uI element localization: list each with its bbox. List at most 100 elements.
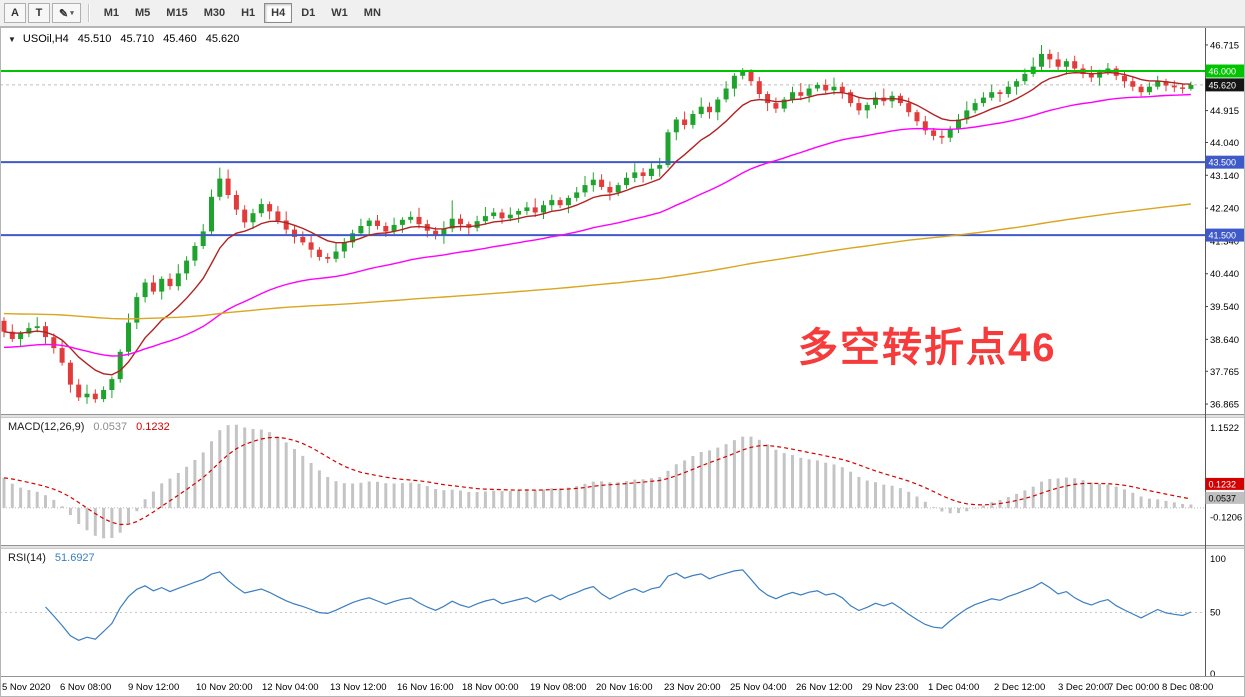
timeframe-mn-button[interactable]: MN	[357, 3, 388, 23]
symbol-info: ▼ USOil,H4 45.510 45.710 45.460 45.620	[8, 33, 239, 45]
candle	[673, 117, 679, 141]
rsi-label: RSI(14)	[8, 552, 46, 564]
candle	[549, 194, 555, 211]
candle	[541, 200, 546, 219]
candle	[126, 313, 131, 357]
candle	[922, 115, 928, 135]
candle	[76, 379, 82, 401]
timeframe-toolbar: M1 M5 M15 M30 H1 H4 D1 W1 MN	[97, 3, 388, 23]
timeframe-m1-button[interactable]: M1	[97, 3, 126, 23]
draw-color-tool-button[interactable]: ✎ ▾	[52, 3, 81, 23]
svg-text:41.500: 41.500	[1209, 231, 1237, 241]
time-axis-label: 16 Nov 16:00	[397, 682, 454, 693]
timeframe-d1-button[interactable]: D1	[294, 3, 322, 23]
candle	[632, 163, 638, 183]
price-axis: 46.715 44.915 44.040 43.140 42.240 41.340 40.4…	[1205, 40, 1245, 411]
chart-canvas[interactable]: 46.715 44.915 44.040 43.140 42.240 41.340 40.4…	[0, 27, 1245, 697]
candle	[1005, 81, 1011, 98]
candle	[648, 163, 654, 180]
candle	[142, 278, 148, 303]
candle	[267, 201, 273, 220]
price-tick-label: 46.715	[1210, 40, 1239, 51]
timeframe-h4-button[interactable]: H4	[264, 3, 293, 23]
time-axis-label: 6 Nov 08:00	[60, 682, 111, 693]
candle	[939, 130, 945, 144]
timeframe-m5-button[interactable]: M5	[128, 3, 157, 23]
candle	[358, 218, 364, 237]
candle	[582, 176, 588, 197]
candle	[565, 195, 571, 214]
time-axis-label: 2 Dec 12:00	[994, 682, 1045, 693]
candle	[491, 208, 497, 219]
time-axis: 5 Nov 2020 6 Nov 08:00 9 Nov 12:00 10 Nov 2…	[2, 682, 1213, 693]
candle	[740, 68, 746, 80]
arrow-tool-button[interactable]: A	[4, 3, 26, 23]
candle	[624, 172, 629, 189]
text-tool-button[interactable]: T	[28, 3, 50, 23]
candle	[756, 76, 762, 99]
timeframe-m30-button[interactable]: M30	[197, 3, 232, 23]
toolbar: A T ✎ ▾ M1 M5 M15 M30 H1 H4 D1 W1 MN	[0, 0, 1245, 27]
candle	[1047, 49, 1053, 69]
candle	[914, 109, 920, 126]
svg-text:45.620: 45.620	[1209, 80, 1237, 90]
rsi-axis-label: 50	[1210, 608, 1221, 619]
candle	[59, 340, 65, 366]
dropdown-arrow-icon: ▾	[70, 10, 74, 17]
macd-label: MACD(12,26,9)	[8, 421, 85, 433]
candle	[516, 208, 522, 223]
pane-divider	[0, 414, 1245, 418]
time-axis-label: 12 Nov 04:00	[262, 682, 319, 693]
candle	[997, 89, 1003, 102]
quote-low: 45.460	[163, 33, 197, 45]
timeframe-m15-button[interactable]: M15	[159, 3, 194, 23]
time-axis-label: 18 Nov 00:00	[462, 682, 519, 693]
candle	[607, 181, 613, 201]
candle	[474, 215, 480, 232]
ma-line-45	[3, 93, 1191, 357]
time-axis-label: 7 Dec 00:00	[1108, 682, 1159, 693]
quote-close: 45.620	[205, 33, 240, 45]
candle	[1155, 75, 1161, 90]
price-tick-label: 44.040	[1210, 138, 1239, 149]
candle	[507, 207, 513, 222]
collapse-triangle-icon[interactable]: ▼	[8, 34, 16, 44]
candle	[839, 82, 845, 99]
timeframe-w1-button[interactable]: W1	[324, 3, 355, 23]
macd-signal-line	[3, 436, 1192, 526]
candle	[1130, 76, 1136, 92]
price-tick-label: 43.140	[1210, 171, 1239, 182]
candle	[1, 317, 7, 338]
candle	[823, 79, 829, 94]
candle	[599, 174, 605, 190]
candle	[225, 169, 231, 199]
candle	[109, 376, 115, 399]
candle	[707, 102, 712, 119]
price-tick-label: 42.240	[1210, 204, 1239, 215]
candle	[258, 198, 264, 217]
rsi-line	[45, 569, 1192, 641]
candle	[67, 360, 73, 393]
timeframe-h1-button[interactable]: H1	[234, 3, 262, 23]
candle	[856, 97, 862, 115]
svg-text:46.000: 46.000	[1209, 67, 1237, 77]
chart-stage[interactable]: 46.715 44.915 44.040 43.140 42.240 41.340 40.4…	[0, 27, 1245, 697]
candle	[881, 88, 887, 106]
candle	[798, 83, 804, 101]
candle	[889, 91, 895, 108]
candle	[482, 207, 488, 225]
candle	[350, 229, 356, 248]
symbol-name: USOil,H4	[22, 33, 69, 45]
macd-signal-value: 0.1232	[136, 421, 170, 433]
candle	[300, 231, 306, 246]
price-tick-label: 40.440	[1210, 269, 1239, 280]
candle	[1146, 82, 1152, 96]
candle	[723, 81, 729, 103]
candle	[242, 205, 248, 228]
price-badge: 41.500	[1205, 228, 1245, 242]
candle	[1188, 81, 1194, 91]
svg-text:43.500: 43.500	[1209, 158, 1237, 168]
chart-annotation[interactable]: 多空转折点46	[798, 326, 1057, 370]
candle	[51, 333, 57, 354]
